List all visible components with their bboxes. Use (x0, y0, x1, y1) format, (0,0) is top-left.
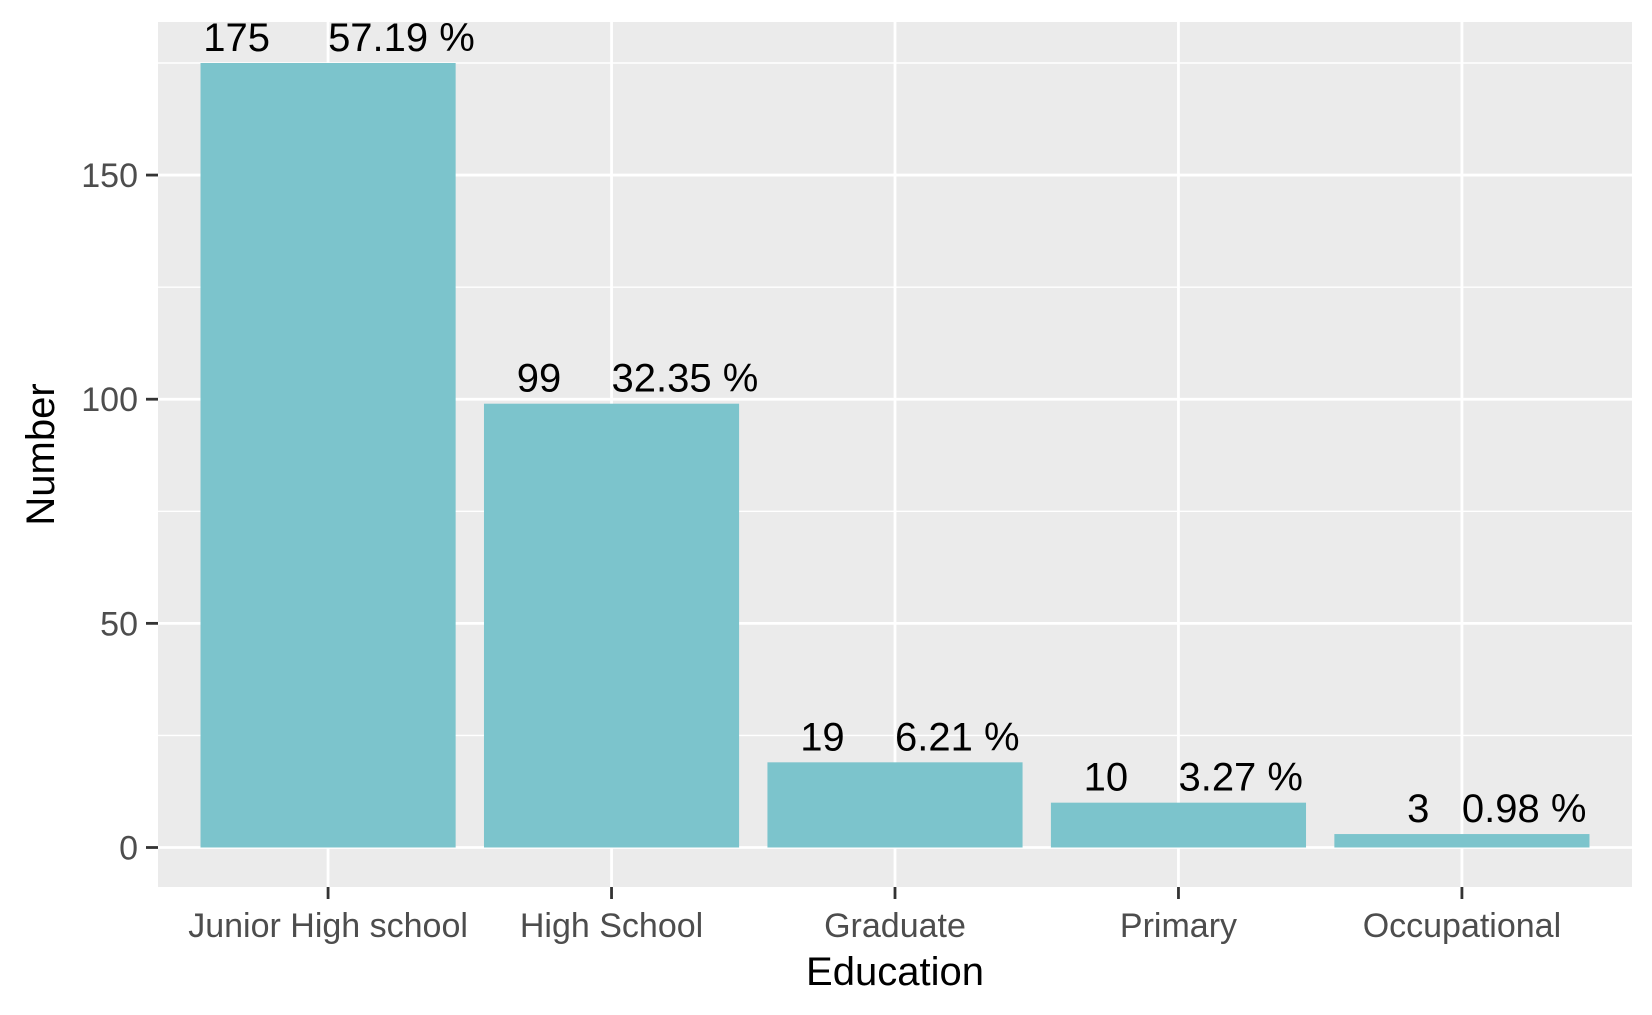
bars (200, 63, 1590, 848)
bar-primary (1050, 802, 1307, 848)
y-axis-title: Number (19, 383, 63, 525)
axes: 0 50 100 150 Junior High school High School Gr… (81, 157, 1561, 945)
percent-label: 0.98 % (1462, 787, 1587, 831)
x-tick-label: High School (520, 907, 703, 945)
x-tick-label: Primary (1120, 907, 1237, 945)
percent-label: 3.27 % (1178, 756, 1303, 800)
count-label: 175 (203, 16, 270, 60)
y-tick-label: 150 (81, 157, 138, 195)
count-label: 10 (1084, 756, 1129, 800)
x-tick-label: Junior High school (188, 907, 468, 945)
bar-high-school (483, 403, 740, 848)
data-labels: 175 57.19 % 99 32.35 % 19 6.21 % 10 3.27 % 3 0.98… (203, 16, 1586, 831)
y-tick-label: 50 (100, 605, 138, 643)
percent-label: 57.19 % (328, 16, 475, 60)
bar-junior-high-school (200, 63, 456, 848)
y-tick-label: 0 (119, 830, 138, 868)
x-tick-label: Graduate (824, 907, 966, 945)
bar-graduate (767, 762, 1023, 848)
count-label: 99 (517, 357, 562, 401)
percent-label: 32.35 % (612, 357, 759, 401)
x-tick-label: Occupational (1363, 907, 1561, 945)
y-tick-label: 100 (81, 381, 138, 419)
count-label: 19 (800, 715, 845, 759)
percent-label: 6.21 % (895, 715, 1020, 759)
x-axis-title: Education (806, 950, 984, 994)
bar-occupational (1334, 834, 1590, 848)
count-label: 3 (1407, 787, 1429, 831)
